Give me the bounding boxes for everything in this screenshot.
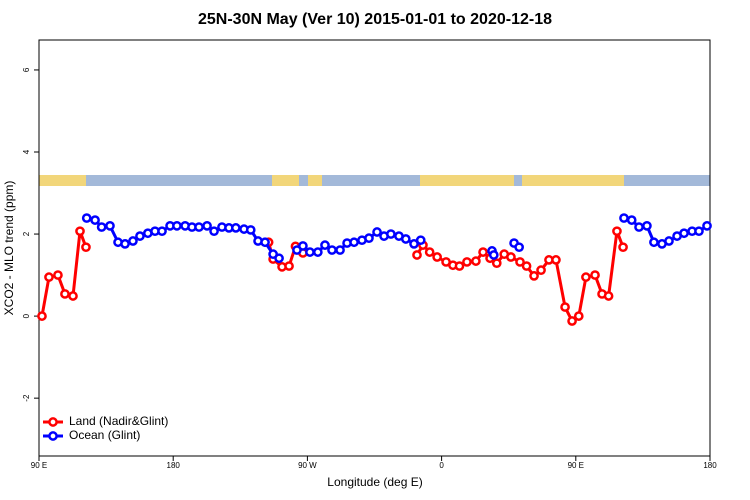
- legend-label: Land (Nadir&Glint): [69, 414, 168, 428]
- data-point: [230, 223, 241, 233]
- data-point: [478, 247, 488, 257]
- data-point: [415, 235, 426, 246]
- data-point: [514, 242, 524, 253]
- data-point: [37, 311, 47, 321]
- data-point: [194, 222, 204, 232]
- data-point: [202, 220, 212, 231]
- x-tick-label: 0: [439, 461, 444, 470]
- data-point: [529, 271, 539, 281]
- data-point: [679, 228, 689, 239]
- data-point: [567, 316, 577, 326]
- data-point: [68, 291, 78, 301]
- data-point: [327, 245, 337, 255]
- data-point: [612, 226, 622, 237]
- data-point: [349, 237, 359, 248]
- y-tick-label: 4: [22, 149, 31, 154]
- data-point: [386, 229, 396, 239]
- data-point: [364, 233, 374, 244]
- data-point: [245, 225, 256, 235]
- data-point: [274, 253, 284, 264]
- data-point: [462, 257, 472, 267]
- land-mask: [39, 175, 710, 186]
- data-point: [603, 291, 614, 301]
- data-point: [488, 250, 499, 260]
- y-tick-label: 0: [22, 313, 31, 318]
- data-point: [298, 241, 308, 251]
- x-tick-label: 90 W: [298, 461, 317, 470]
- data-point: [432, 252, 442, 262]
- y-axis-label: XCO2 - MLO trend (ppm): [2, 181, 16, 316]
- data-point: [649, 237, 659, 248]
- data-point: [53, 270, 63, 280]
- data-point: [424, 247, 435, 257]
- data-point: [573, 311, 584, 321]
- land-strip: [420, 175, 514, 186]
- data-point: [626, 215, 637, 225]
- data-point: [372, 227, 382, 237]
- data-point: [642, 220, 652, 231]
- data-point: [90, 215, 100, 225]
- data-point: [590, 270, 600, 280]
- data-point: [81, 242, 91, 253]
- data-point: [44, 272, 54, 282]
- land-strip: [39, 175, 86, 186]
- data-point: [60, 289, 70, 299]
- x-axis-label: Longitude (deg E): [327, 475, 422, 489]
- y-tick-label: 6: [22, 67, 31, 72]
- data-point: [128, 236, 138, 246]
- legend-marker: [48, 431, 58, 441]
- data-point: [284, 261, 294, 271]
- data-point: [172, 220, 182, 231]
- data-point: [471, 256, 481, 266]
- y-tick-label: 2: [22, 231, 31, 236]
- x-tick-label: 180: [703, 461, 717, 470]
- data-point: [560, 302, 570, 312]
- data-point: [694, 226, 704, 237]
- data-point: [260, 237, 270, 248]
- legend-marker: [48, 417, 58, 427]
- data-point: [664, 236, 674, 246]
- data-point: [634, 222, 644, 232]
- data-point: [581, 272, 591, 282]
- legend-label: Ocean (Glint): [69, 428, 140, 442]
- land-strip: [308, 175, 322, 186]
- data-point: [551, 255, 561, 265]
- data-point: [619, 213, 629, 223]
- data-point: [81, 213, 92, 223]
- data-point: [96, 222, 107, 232]
- data-point: [335, 245, 345, 255]
- data-point: [506, 252, 516, 262]
- x-tick-label: 180: [167, 461, 181, 470]
- data-point: [305, 247, 315, 257]
- data-point: [75, 226, 85, 237]
- x-tick-label: 90 E: [568, 461, 584, 470]
- data-point: [702, 220, 712, 231]
- data-point: [521, 261, 532, 271]
- data-point: [105, 220, 115, 231]
- data-point: [412, 250, 422, 260]
- chart-title: 25N-30N May (Ver 10) 2015-01-01 to 2020-…: [198, 11, 552, 28]
- y-tick-label: -2: [22, 394, 31, 402]
- data-point: [491, 258, 502, 269]
- x-tick-label: 90 E: [31, 461, 47, 470]
- ocean-strip: [39, 175, 710, 186]
- data-point: [120, 239, 130, 249]
- data-point: [515, 257, 525, 267]
- data-point: [312, 247, 323, 257]
- data-point: [454, 261, 465, 271]
- data-point: [135, 231, 145, 241]
- data-point: [618, 242, 628, 253]
- data-point: [536, 265, 546, 276]
- plot-frame: [38, 39, 711, 457]
- land-strip: [522, 175, 624, 186]
- data-point: [320, 240, 330, 250]
- land-strip: [272, 175, 299, 186]
- data-point: [209, 226, 219, 237]
- data-point: [400, 234, 411, 244]
- data-point: [157, 226, 167, 237]
